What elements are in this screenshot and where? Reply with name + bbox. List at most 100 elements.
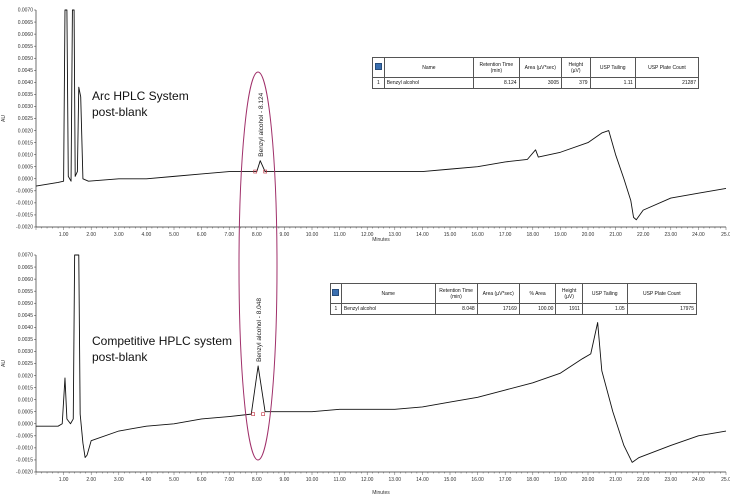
header-cell: Retention Time (min) xyxy=(473,57,520,78)
y-tick-label: 0.0065 xyxy=(18,265,34,271)
x-tick-label: 2.00 xyxy=(86,477,96,483)
x-tick-label: 23.00 xyxy=(665,477,678,483)
y-tick-label: 0.0030 xyxy=(18,349,34,355)
y-tick-label: 0.0000 xyxy=(18,176,34,182)
y-tick-label: 0.0020 xyxy=(18,373,34,379)
y-tick-label: -0.0015 xyxy=(16,458,33,464)
table-cell: 17975 xyxy=(626,303,698,315)
y-tick-label: 0.0045 xyxy=(18,68,34,74)
table-cell: 1.11 xyxy=(589,77,636,89)
x-tick-label: 2.00 xyxy=(86,232,96,238)
x-tick-label: 6.00 xyxy=(197,477,207,483)
chromatogram-trace xyxy=(35,9,727,221)
x-tick-label: 13.00 xyxy=(389,477,402,483)
table-cell: 1911 xyxy=(555,303,583,315)
x-tick-label: 6.00 xyxy=(197,232,207,238)
x-tick-label: 3.00 xyxy=(114,477,124,483)
x-tick-label: 21.00 xyxy=(609,232,622,238)
y-tick-label: 0.0055 xyxy=(18,289,34,295)
x-tick-label: 15.00 xyxy=(444,232,457,238)
x-tick-label: 15.00 xyxy=(444,477,457,483)
x-tick-label: 18.00 xyxy=(527,232,540,238)
header-cell: Area (µV*sec) xyxy=(476,283,520,304)
table-icon-cell xyxy=(372,57,385,78)
x-tick-label: 8.00 xyxy=(252,477,262,483)
y-tick-label: 0.0050 xyxy=(18,56,34,62)
x-tick-label: 17.00 xyxy=(499,232,512,238)
header-cell: USP Tailing xyxy=(589,57,636,78)
x-tick-label: 14.00 xyxy=(416,477,429,483)
header-cell: Name xyxy=(340,283,436,304)
y-tick-label: 0.0010 xyxy=(18,152,34,158)
results-table-top: Name Retention Time (min) Area (µV*sec) … xyxy=(372,57,700,89)
x-tick-label: 19.00 xyxy=(554,232,567,238)
y-tick-label: 0.0045 xyxy=(18,313,34,319)
x-tick-label: 12.00 xyxy=(361,232,374,238)
y-tick-label: 0.0060 xyxy=(18,277,34,283)
table-cell: 8.048 xyxy=(434,303,478,315)
x-tick-label: 12.00 xyxy=(361,477,374,483)
x-tick-label: 25.0 xyxy=(721,477,730,483)
x-tick-label: 9.00 xyxy=(280,232,290,238)
x-tick-label: 5.00 xyxy=(169,232,179,238)
y-tick-label: 0.0005 xyxy=(18,164,34,170)
x-tick-label: 7.00 xyxy=(224,477,234,483)
table-cell: 1 xyxy=(372,77,385,89)
x-axis-label: Minutes xyxy=(372,490,390,496)
x-tick-label: 18.00 xyxy=(527,477,540,483)
peak-marker xyxy=(253,169,258,174)
y-tick-label: 0.0025 xyxy=(18,116,34,122)
chart-annotation: post-blank xyxy=(92,105,148,119)
y-tick-label: 0.0065 xyxy=(18,20,34,26)
chart-annotation: Competitive HPLC system xyxy=(92,334,232,348)
y-tick-label: -0.0020 xyxy=(16,225,33,231)
y-tick-label: -0.0010 xyxy=(16,446,33,452)
header-cell: USP Tailing xyxy=(581,283,628,304)
table-cell: Benzyl alcohol xyxy=(383,77,475,89)
header-cell: Retention Time (min) xyxy=(434,283,478,304)
x-tick-label: 14.00 xyxy=(416,232,429,238)
x-tick-label: 1.00 xyxy=(59,477,69,483)
table-cell: 21287 xyxy=(634,77,700,89)
table-cell: 17169 xyxy=(476,303,520,315)
table-cell: 1 xyxy=(330,303,342,315)
y-tick-label: 0.0035 xyxy=(18,92,34,98)
header-cell: Area (µV*sec) xyxy=(518,57,563,78)
x-tick-label: 22.00 xyxy=(637,232,650,238)
x-tick-label: 23.00 xyxy=(665,232,678,238)
y-tick-label: 0.0010 xyxy=(18,397,34,403)
header-cell: USP Plate Count xyxy=(626,283,698,304)
x-tick-label: 16.00 xyxy=(471,477,484,483)
y-tick-label: 0.0070 xyxy=(18,253,34,259)
peak-label: Benzyl alcohol - 8.124 xyxy=(258,92,265,156)
grid-icon xyxy=(332,289,340,296)
peak-label: Benzyl alcohol - 8.048 xyxy=(256,298,263,362)
y-tick-label: 0.0015 xyxy=(18,140,34,146)
x-tick-label: 24.00 xyxy=(692,232,705,238)
x-tick-label: 11.00 xyxy=(334,232,346,238)
x-tick-label: 1.00 xyxy=(59,232,69,238)
y-tick-label: -0.0015 xyxy=(16,213,33,219)
y-tick-label: 0.0000 xyxy=(18,421,34,427)
x-tick-label: 24.00 xyxy=(692,477,705,483)
y-tick-label: -0.0020 xyxy=(16,470,33,476)
x-tick-label: 11.00 xyxy=(334,477,346,483)
header-cell: Name xyxy=(383,57,475,78)
x-tick-label: 5.00 xyxy=(169,477,179,483)
highlight-ellipse xyxy=(238,71,278,461)
y-tick-label: 0.0035 xyxy=(18,337,34,343)
table-cell: 379 xyxy=(561,77,591,89)
peak-marker xyxy=(251,412,255,416)
x-axis-label: Minutes xyxy=(372,237,390,243)
table-row: 1 Benzyl alcohol 8.124 3005 379 1.11 212… xyxy=(372,77,700,89)
table-cell: 8.124 xyxy=(473,77,520,89)
x-tick-label: 20.00 xyxy=(582,477,595,483)
x-tick-label: 4.00 xyxy=(142,477,152,483)
chart-annotation: Arc HPLC System xyxy=(92,89,189,103)
x-tick-label: 13.00 xyxy=(389,232,402,238)
table-header-row: Name Retention Time (min) Area (µV*sec) … xyxy=(330,283,698,304)
x-tick-label: 10.00 xyxy=(306,477,319,483)
grid-icon xyxy=(374,63,382,70)
y-tick-label: 0.0015 xyxy=(18,385,34,391)
y-tick-label: -0.0005 xyxy=(16,189,33,195)
